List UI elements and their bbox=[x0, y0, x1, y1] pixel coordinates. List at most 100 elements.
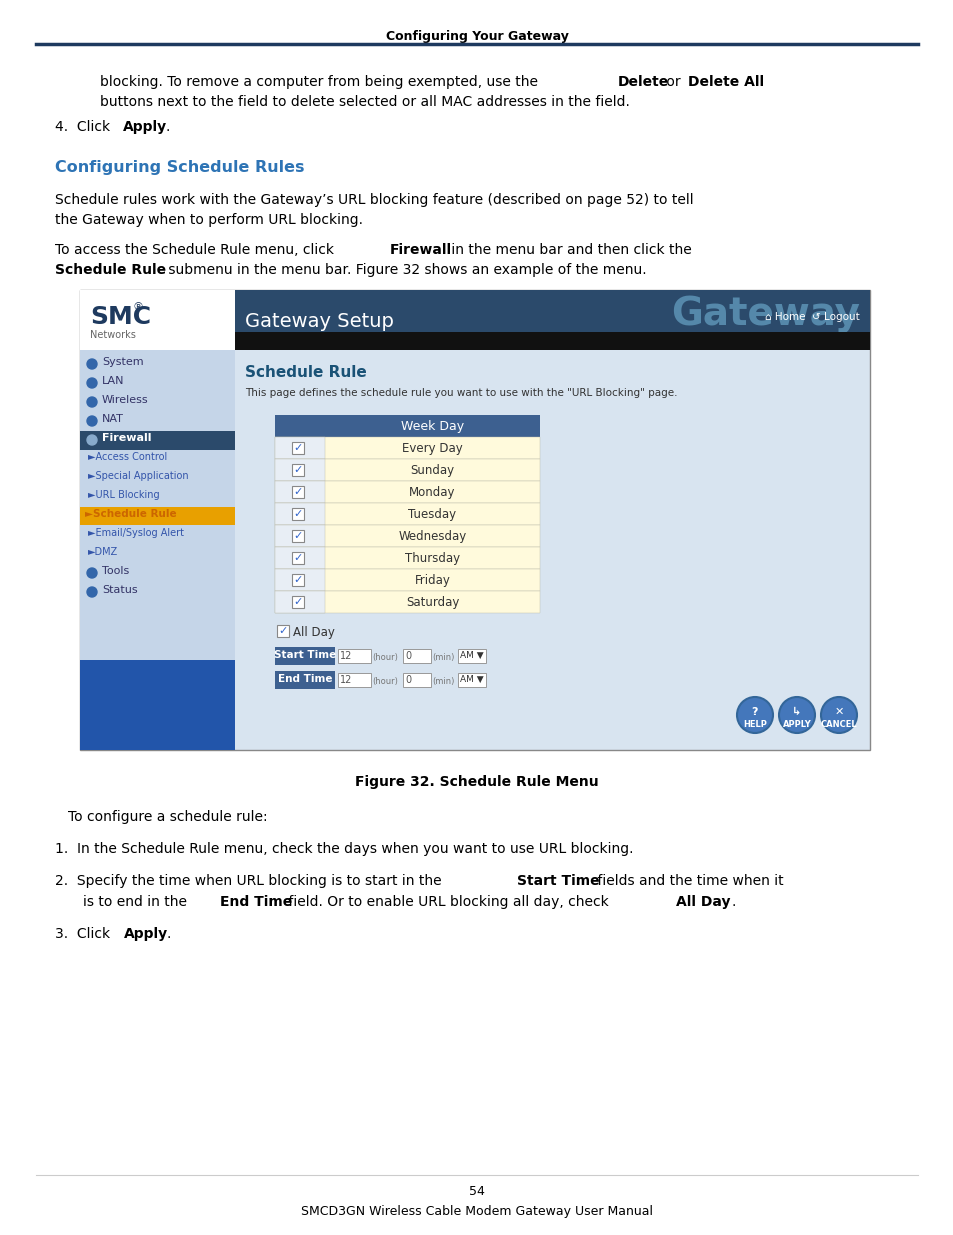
Text: 4.  Click: 4. Click bbox=[55, 120, 114, 135]
Bar bbox=[80, 659, 234, 750]
Text: This page defines the schedule rule you want to use with the "URL Blocking" page: This page defines the schedule rule you … bbox=[245, 388, 677, 398]
Text: Gateway: Gateway bbox=[670, 295, 859, 333]
Text: 12: 12 bbox=[339, 651, 352, 661]
Text: AM ▼: AM ▼ bbox=[459, 651, 483, 659]
Text: the Gateway when to perform URL blocking.: the Gateway when to perform URL blocking… bbox=[55, 212, 363, 227]
Text: NAT: NAT bbox=[102, 414, 124, 424]
Text: ✓: ✓ bbox=[293, 487, 302, 496]
Text: .: . bbox=[167, 927, 172, 941]
Text: .: . bbox=[166, 120, 171, 135]
Bar bbox=[274, 647, 335, 664]
Bar bbox=[80, 508, 234, 525]
Bar bbox=[80, 290, 869, 750]
Text: 12: 12 bbox=[339, 676, 352, 685]
Text: Schedule Rule: Schedule Rule bbox=[245, 366, 366, 380]
Text: ✓: ✓ bbox=[293, 576, 302, 585]
Circle shape bbox=[87, 587, 97, 597]
Text: Figure 32. Schedule Rule Menu: Figure 32. Schedule Rule Menu bbox=[355, 776, 598, 789]
Text: 54: 54 bbox=[469, 1186, 484, 1198]
Text: ►URL Blocking: ►URL Blocking bbox=[88, 490, 159, 500]
Text: APPLY: APPLY bbox=[781, 720, 810, 729]
Text: Firewall: Firewall bbox=[390, 243, 452, 257]
Text: Tools: Tools bbox=[102, 566, 129, 576]
Text: Every Day: Every Day bbox=[402, 442, 462, 454]
Text: ✕: ✕ bbox=[834, 706, 842, 718]
Text: Configuring Schedule Rules: Configuring Schedule Rules bbox=[55, 161, 304, 175]
Circle shape bbox=[87, 378, 97, 388]
Bar bbox=[274, 547, 325, 569]
Text: Start Time: Start Time bbox=[274, 650, 335, 659]
Text: ⌂ Home  ↺ Logout: ⌂ Home ↺ Logout bbox=[764, 312, 859, 322]
Bar bbox=[274, 437, 325, 459]
Bar bbox=[292, 487, 304, 498]
Text: Gateway Setup: Gateway Setup bbox=[245, 312, 394, 331]
Text: ✓: ✓ bbox=[277, 626, 287, 636]
Text: field. Or to enable URL blocking all day, check: field. Or to enable URL blocking all day… bbox=[284, 895, 613, 909]
Text: SMCD3GN Wireless Cable Modem Gateway User Manual: SMCD3GN Wireless Cable Modem Gateway Use… bbox=[301, 1205, 652, 1218]
Text: To access the Schedule Rule menu, click: To access the Schedule Rule menu, click bbox=[55, 243, 338, 257]
Text: ►Access Control: ►Access Control bbox=[88, 452, 167, 462]
Text: 0: 0 bbox=[405, 676, 411, 685]
Text: HELP: HELP bbox=[742, 720, 766, 729]
Bar bbox=[274, 525, 325, 547]
Text: Start Time: Start Time bbox=[517, 874, 599, 888]
Bar bbox=[337, 650, 371, 663]
Text: ►Special Application: ►Special Application bbox=[88, 471, 189, 480]
Text: Apply: Apply bbox=[124, 927, 168, 941]
Text: or: or bbox=[661, 75, 684, 89]
Circle shape bbox=[821, 697, 856, 734]
Bar bbox=[292, 552, 304, 564]
Text: ?: ? bbox=[751, 706, 758, 718]
Text: Networks: Networks bbox=[90, 330, 135, 340]
Text: LAN: LAN bbox=[102, 375, 125, 387]
Text: SMC: SMC bbox=[90, 305, 151, 329]
Bar bbox=[402, 673, 431, 687]
Text: Wireless: Wireless bbox=[102, 395, 149, 405]
Text: (min): (min) bbox=[432, 653, 454, 662]
Text: ►Email/Syslog Alert: ►Email/Syslog Alert bbox=[88, 529, 184, 538]
Bar bbox=[274, 547, 539, 569]
Bar bbox=[274, 437, 539, 459]
Text: 2.  Specify the time when URL blocking is to start in the: 2. Specify the time when URL blocking is… bbox=[55, 874, 446, 888]
Text: Schedule rules work with the Gateway’s URL blocking feature (described on page 5: Schedule rules work with the Gateway’s U… bbox=[55, 193, 693, 207]
Text: (hour): (hour) bbox=[372, 677, 397, 685]
Text: buttons next to the field to delete selected or all MAC addresses in the field.: buttons next to the field to delete sele… bbox=[100, 95, 629, 109]
Text: Thursday: Thursday bbox=[404, 552, 459, 564]
Bar bbox=[274, 459, 325, 480]
Text: submenu in the menu bar. Figure 32 shows an example of the menu.: submenu in the menu bar. Figure 32 shows… bbox=[164, 263, 646, 277]
Bar bbox=[337, 673, 371, 687]
Text: (hour): (hour) bbox=[372, 653, 397, 662]
Text: End Time: End Time bbox=[277, 674, 332, 684]
Text: Firewall: Firewall bbox=[102, 433, 152, 443]
Text: ↳: ↳ bbox=[792, 706, 801, 718]
Bar bbox=[292, 574, 304, 585]
Text: Tuesday: Tuesday bbox=[408, 508, 456, 521]
Bar bbox=[80, 290, 869, 350]
Text: 3.  Click: 3. Click bbox=[55, 927, 114, 941]
Bar bbox=[292, 597, 304, 608]
Bar bbox=[292, 530, 304, 542]
Bar bbox=[274, 569, 325, 592]
Text: ✓: ✓ bbox=[293, 597, 302, 606]
Text: Delete: Delete bbox=[618, 75, 669, 89]
Text: ®: ® bbox=[132, 303, 144, 312]
Bar bbox=[457, 673, 485, 687]
Bar bbox=[274, 592, 325, 613]
Text: Schedule Rule: Schedule Rule bbox=[55, 263, 166, 277]
Bar bbox=[80, 431, 234, 450]
Text: fields and the time when it: fields and the time when it bbox=[593, 874, 782, 888]
Bar bbox=[234, 332, 869, 350]
Text: ✓: ✓ bbox=[293, 466, 302, 475]
Text: Apply: Apply bbox=[123, 120, 167, 135]
Text: ►Schedule Rule: ►Schedule Rule bbox=[85, 509, 176, 519]
Text: is to end in the: is to end in the bbox=[83, 895, 192, 909]
Text: Delete All: Delete All bbox=[687, 75, 763, 89]
Text: in the menu bar and then click the: in the menu bar and then click the bbox=[447, 243, 691, 257]
Text: Status: Status bbox=[102, 585, 137, 595]
Text: Sunday: Sunday bbox=[410, 464, 454, 477]
Text: ✓: ✓ bbox=[293, 553, 302, 563]
Text: Monday: Monday bbox=[409, 487, 456, 499]
Bar bbox=[274, 592, 539, 613]
Bar bbox=[274, 671, 335, 689]
Bar bbox=[80, 290, 234, 350]
